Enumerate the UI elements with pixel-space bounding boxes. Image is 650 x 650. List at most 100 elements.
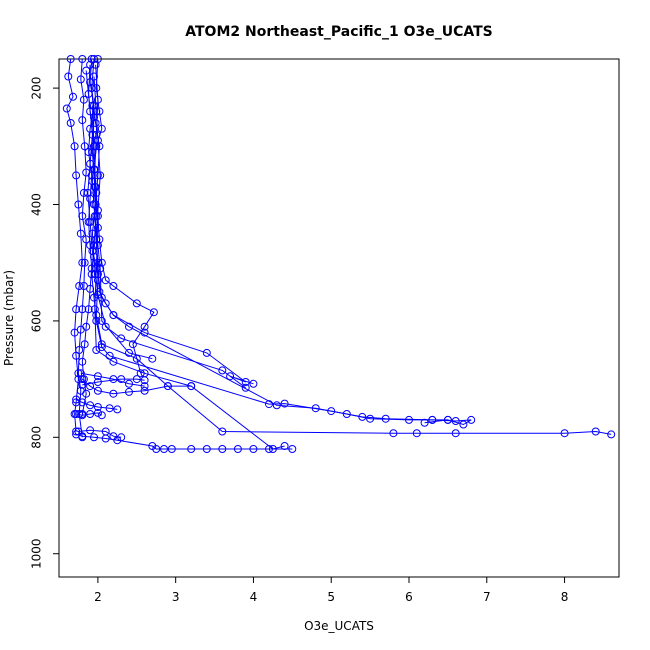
series-line bbox=[91, 58, 254, 385]
data-point bbox=[459, 420, 468, 429]
data-point bbox=[366, 414, 375, 423]
data-point bbox=[132, 375, 141, 384]
data-point bbox=[78, 357, 87, 366]
data-point bbox=[101, 427, 110, 436]
data-point bbox=[91, 183, 100, 191]
data-point bbox=[64, 72, 73, 81]
data-point bbox=[82, 322, 91, 331]
data-point bbox=[74, 427, 83, 436]
y-tick-label: 1000 bbox=[30, 538, 44, 569]
data-point bbox=[69, 92, 77, 101]
data-point bbox=[96, 171, 105, 180]
data-point bbox=[591, 427, 600, 436]
series-line bbox=[93, 58, 155, 374]
chart-title: ATOM2 Northeast_Pacific_1 O3e_UCATS bbox=[185, 24, 493, 40]
data-point bbox=[241, 378, 250, 386]
data-point bbox=[105, 404, 114, 413]
series-line bbox=[91, 105, 285, 450]
data-point bbox=[78, 116, 87, 125]
data-point bbox=[132, 354, 141, 363]
data-point bbox=[86, 410, 95, 418]
x-tick-label: 3 bbox=[172, 590, 180, 604]
data-point bbox=[125, 348, 133, 357]
data-point bbox=[249, 445, 258, 453]
data-point bbox=[358, 412, 367, 421]
data-point bbox=[342, 410, 351, 418]
data-point bbox=[90, 433, 98, 442]
data-point bbox=[160, 445, 168, 453]
data-point bbox=[117, 334, 126, 343]
y-tick-label: 200 bbox=[30, 77, 44, 100]
data-point bbox=[233, 445, 242, 453]
data-point bbox=[93, 95, 102, 104]
data-point bbox=[87, 84, 96, 93]
x-tick-label: 4 bbox=[250, 590, 258, 604]
data-point bbox=[149, 308, 158, 317]
data-point bbox=[101, 322, 110, 331]
y-tick-label: 800 bbox=[30, 426, 44, 449]
data-point bbox=[93, 223, 102, 232]
data-point bbox=[76, 229, 85, 238]
data-point bbox=[109, 389, 118, 398]
data-point bbox=[97, 340, 106, 349]
data-point bbox=[125, 379, 133, 388]
data-point bbox=[109, 357, 118, 366]
data-point bbox=[80, 258, 89, 267]
data-point bbox=[451, 417, 460, 425]
data-point bbox=[249, 379, 258, 388]
data-point bbox=[97, 411, 106, 420]
data-point bbox=[86, 382, 95, 391]
data-point bbox=[78, 55, 87, 63]
data-point bbox=[86, 60, 95, 69]
data-point bbox=[152, 445, 161, 453]
data-point bbox=[79, 95, 88, 104]
series-line bbox=[82, 378, 145, 386]
data-point bbox=[76, 369, 85, 378]
data-point bbox=[66, 119, 75, 127]
x-tick-label: 7 bbox=[483, 590, 491, 604]
data-point bbox=[218, 427, 227, 436]
data-point bbox=[75, 346, 84, 354]
data-point bbox=[101, 276, 110, 285]
data-point bbox=[467, 415, 476, 424]
y-axis: 200 400 600 800 1000 bbox=[30, 77, 59, 569]
data-point bbox=[97, 316, 106, 325]
data-point bbox=[70, 328, 79, 337]
data-point bbox=[82, 389, 91, 398]
data-point bbox=[109, 311, 118, 320]
data-point bbox=[93, 386, 102, 395]
data-point bbox=[125, 387, 133, 396]
data-point bbox=[443, 415, 452, 424]
data-point bbox=[187, 382, 196, 391]
data-point bbox=[93, 136, 102, 145]
data-point bbox=[80, 340, 89, 349]
y-tick-label: 400 bbox=[30, 193, 44, 216]
data-point bbox=[109, 375, 118, 384]
data-point bbox=[90, 142, 98, 151]
x-axis-label: O3e_UCATS bbox=[304, 619, 374, 633]
data-point bbox=[97, 124, 106, 133]
data-point bbox=[132, 299, 141, 308]
data-point bbox=[93, 403, 102, 411]
data-point bbox=[92, 311, 101, 320]
data-point bbox=[428, 415, 437, 424]
data-point bbox=[90, 72, 98, 81]
data-point bbox=[288, 445, 297, 453]
data-point bbox=[187, 445, 196, 453]
data-point bbox=[109, 432, 118, 441]
data-point bbox=[92, 235, 101, 244]
data-point bbox=[87, 270, 96, 279]
data-point bbox=[381, 414, 390, 423]
data-point bbox=[167, 445, 176, 453]
data-point bbox=[140, 376, 149, 385]
data-point bbox=[272, 401, 281, 410]
data-point bbox=[93, 372, 102, 381]
data-point bbox=[163, 382, 172, 391]
data-point bbox=[202, 445, 211, 453]
data-point bbox=[140, 382, 149, 391]
data-point bbox=[109, 282, 118, 290]
data-point bbox=[90, 55, 98, 63]
data-point bbox=[78, 375, 87, 384]
series-line bbox=[80, 372, 145, 387]
